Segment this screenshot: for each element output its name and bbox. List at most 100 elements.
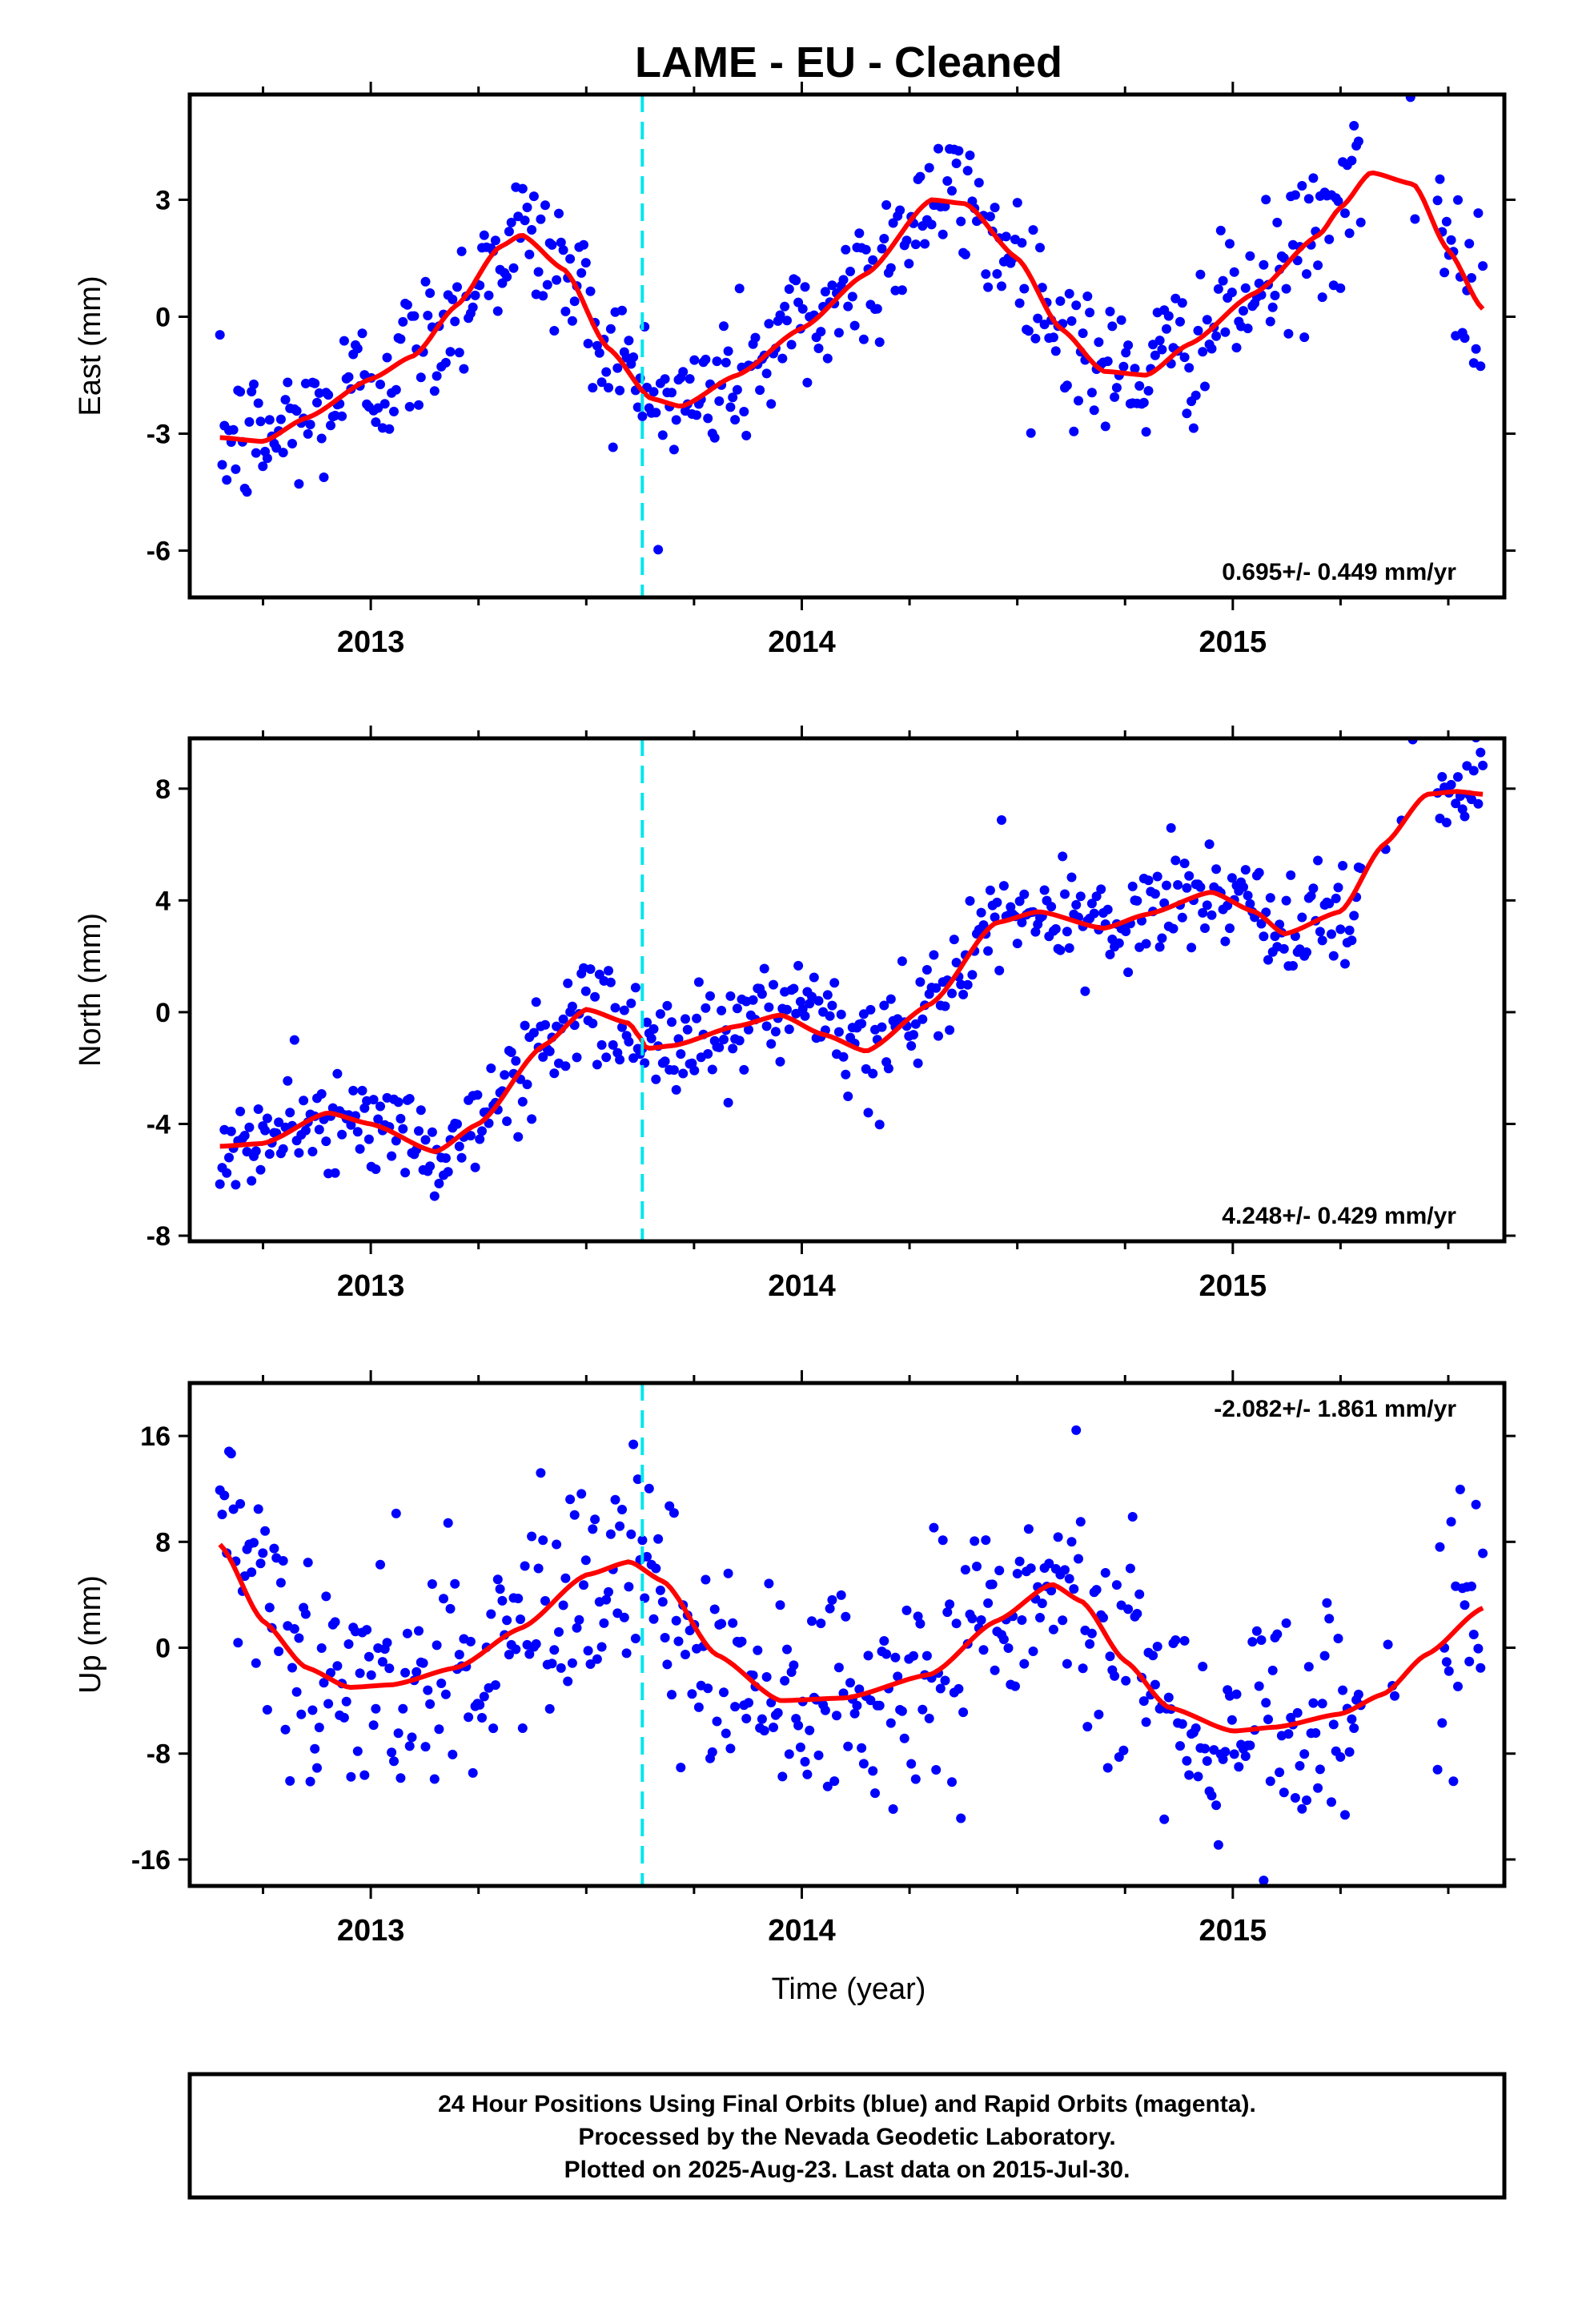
- north-point: [863, 1108, 873, 1118]
- north-point: [527, 1114, 537, 1124]
- east-point: [1231, 343, 1242, 353]
- east-point: [926, 219, 937, 230]
- north-point: [992, 897, 1002, 907]
- east-point: [997, 281, 1006, 292]
- north-point: [714, 1042, 725, 1052]
- east-point: [1200, 381, 1210, 392]
- x-tick-label: 2015: [1199, 1914, 1267, 1948]
- north-point: [544, 1046, 555, 1056]
- north-point: [793, 960, 804, 971]
- up-point: [978, 1645, 989, 1655]
- up-point: [1191, 1723, 1201, 1733]
- north-point: [962, 979, 973, 990]
- east-point: [337, 411, 347, 421]
- east-point: [721, 357, 731, 368]
- east-point: [685, 374, 695, 384]
- north-point: [1347, 935, 1357, 946]
- north-point: [1239, 882, 1248, 892]
- north-point: [572, 1052, 582, 1063]
- east-point: [1254, 278, 1264, 288]
- east-point: [1353, 136, 1363, 147]
- east-point: [1062, 380, 1072, 391]
- up-point: [1003, 1643, 1014, 1653]
- north-point: [1317, 935, 1327, 946]
- north-point: [1091, 891, 1102, 902]
- east-point: [1302, 269, 1311, 279]
- east-point: [389, 406, 399, 416]
- north-point: [434, 1178, 444, 1188]
- north-point: [1089, 908, 1099, 919]
- east-point: [1150, 350, 1160, 360]
- up-point: [687, 1689, 697, 1699]
- up-point: [1069, 1584, 1079, 1594]
- up-point: [1066, 1537, 1077, 1547]
- east-point: [1030, 333, 1041, 344]
- up-point: [517, 1723, 528, 1733]
- north-point: [829, 978, 840, 988]
- up-point: [323, 1699, 334, 1709]
- up-point: [572, 1622, 582, 1633]
- east-point: [1184, 363, 1195, 373]
- up-point: [1218, 1754, 1228, 1764]
- up-point: [560, 1573, 571, 1583]
- up-point: [775, 1600, 785, 1610]
- north-point: [843, 1092, 853, 1101]
- up-point: [1198, 1662, 1208, 1671]
- east-point: [542, 279, 552, 290]
- north-point: [978, 920, 989, 931]
- up-point: [615, 1521, 625, 1531]
- up-point: [1179, 1635, 1190, 1646]
- north-point: [934, 1031, 943, 1041]
- east-point: [305, 420, 315, 430]
- north-point: [678, 1068, 689, 1079]
- east-point: [689, 355, 700, 365]
- up-point: [377, 1657, 387, 1667]
- east-point: [552, 275, 562, 285]
- north-point: [1173, 880, 1183, 890]
- east-point: [1182, 408, 1192, 419]
- up-point: [1295, 1761, 1305, 1771]
- north-point: [687, 1058, 697, 1068]
- up-point: [764, 1578, 774, 1589]
- east-point: [1085, 308, 1095, 318]
- east-point: [1198, 347, 1208, 357]
- east-point: [709, 432, 720, 443]
- east-point: [1074, 396, 1083, 406]
- east-point: [1023, 326, 1034, 336]
- up-point: [813, 1750, 824, 1760]
- up-point: [1028, 1647, 1038, 1656]
- east-point: [800, 282, 810, 292]
- north-point: [1030, 927, 1041, 937]
- east-point: [1267, 302, 1278, 312]
- up-point: [653, 1534, 664, 1544]
- east-point: [1019, 283, 1030, 294]
- north-point: [976, 907, 986, 918]
- up-point: [488, 1723, 499, 1734]
- plot-frame: [187, 736, 1507, 1244]
- up-point: [420, 1742, 431, 1752]
- up-point: [330, 1617, 340, 1627]
- up-point: [1019, 1659, 1030, 1669]
- north-point: [865, 1004, 876, 1015]
- east-point: [588, 383, 598, 393]
- east-point: [954, 146, 964, 156]
- north-point: [1006, 902, 1016, 912]
- east-point: [479, 230, 489, 240]
- up-point: [432, 1640, 442, 1651]
- east-point: [843, 301, 853, 312]
- east-point: [244, 416, 255, 427]
- north-point: [443, 1167, 453, 1177]
- east-point: [761, 368, 772, 379]
- east-point: [1039, 320, 1050, 330]
- up-point: [291, 1687, 302, 1697]
- east-point: [741, 430, 752, 440]
- east-point: [1035, 243, 1045, 253]
- up-point: [1150, 1679, 1160, 1690]
- up-point: [1473, 1643, 1484, 1654]
- y-tick-label: -8: [147, 1221, 171, 1252]
- up-point: [822, 1781, 833, 1791]
- up-point: [632, 1474, 643, 1485]
- east-point: [404, 401, 415, 412]
- up-point: [314, 1723, 324, 1733]
- east-point: [594, 348, 604, 358]
